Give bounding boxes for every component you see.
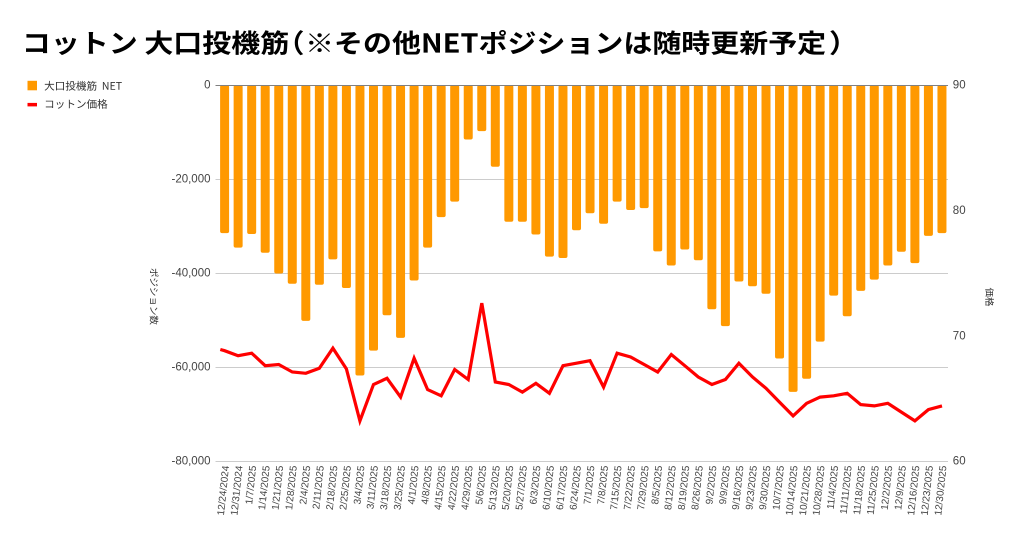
svg-text:-40,000: -40,000 xyxy=(171,268,210,280)
svg-text:12/2/2025: 12/2/2025 xyxy=(880,465,896,511)
svg-text:8/19/2025: 8/19/2025 xyxy=(677,465,693,511)
svg-text:10/7/2025: 10/7/2025 xyxy=(771,465,787,511)
svg-text:90: 90 xyxy=(953,80,966,92)
svg-text:2/4/2025: 2/4/2025 xyxy=(298,465,313,505)
svg-text:5/6/2025: 5/6/2025 xyxy=(474,465,489,505)
svg-text:2/25/2025: 2/25/2025 xyxy=(338,465,354,511)
svg-text:1/21/2025: 1/21/2025 xyxy=(271,465,287,511)
svg-text:8/5/2025: 8/5/2025 xyxy=(650,465,665,505)
svg-text:80: 80 xyxy=(953,205,966,217)
svg-text:2/11/2025: 2/11/2025 xyxy=(311,465,327,510)
svg-text:11/11/2025: 11/11/2025 xyxy=(839,465,855,515)
svg-text:12/23/2025: 12/23/2025 xyxy=(920,465,936,516)
svg-text:4/22/2025: 4/22/2025 xyxy=(447,465,463,511)
svg-text:-60,000: -60,000 xyxy=(171,362,210,374)
svg-text:0: 0 xyxy=(204,80,210,92)
svg-text:8/12/2025: 8/12/2025 xyxy=(663,465,679,511)
svg-text:60: 60 xyxy=(953,456,966,468)
svg-text:10/28/2025: 10/28/2025 xyxy=(811,465,827,516)
svg-text:5/20/2025: 5/20/2025 xyxy=(501,465,517,511)
svg-text:1/28/2025: 1/28/2025 xyxy=(284,465,300,511)
svg-text:6/3/2025: 6/3/2025 xyxy=(528,465,543,505)
svg-text:-80,000: -80,000 xyxy=(171,456,210,468)
svg-text:12/24/2024: 12/24/2024 xyxy=(216,465,232,516)
svg-text:7/1/2025: 7/1/2025 xyxy=(582,465,597,505)
svg-text:8/26/2025: 8/26/2025 xyxy=(690,465,706,511)
svg-text:12/31/2024: 12/31/2024 xyxy=(229,465,245,516)
svg-text:6/24/2025: 6/24/2025 xyxy=(568,465,584,511)
svg-text:7/22/2025: 7/22/2025 xyxy=(622,465,638,511)
svg-text:7/8/2025: 7/8/2025 xyxy=(596,465,611,505)
svg-text:4/15/2025: 4/15/2025 xyxy=(433,465,449,511)
svg-text:2/18/2025: 2/18/2025 xyxy=(325,465,341,511)
svg-text:10/21/2025: 10/21/2025 xyxy=(798,465,814,516)
svg-text:9/2/2025: 9/2/2025 xyxy=(704,465,719,505)
svg-text:9/16/2025: 9/16/2025 xyxy=(731,465,747,511)
svg-text:9/9/2025: 9/9/2025 xyxy=(718,465,733,505)
svg-text:11/4/2025: 11/4/2025 xyxy=(826,465,842,510)
svg-text:11/25/2025: 11/25/2025 xyxy=(866,465,882,516)
svg-text:9/30/2025: 9/30/2025 xyxy=(758,465,774,511)
svg-text:5/27/2025: 5/27/2025 xyxy=(514,465,530,511)
svg-text:4/29/2025: 4/29/2025 xyxy=(460,465,476,511)
svg-text:12/16/2025: 12/16/2025 xyxy=(906,465,922,516)
svg-text:3/25/2025: 3/25/2025 xyxy=(392,465,408,511)
svg-text:6/17/2025: 6/17/2025 xyxy=(555,465,571,511)
svg-text:12/30/2025: 12/30/2025 xyxy=(933,465,949,516)
svg-text:3/11/2025: 3/11/2025 xyxy=(365,465,381,510)
svg-text:1/7/2025: 1/7/2025 xyxy=(244,465,259,505)
svg-text:7/15/2025: 7/15/2025 xyxy=(609,465,625,511)
svg-text:5/13/2025: 5/13/2025 xyxy=(487,465,503,511)
svg-text:4/8/2025: 4/8/2025 xyxy=(420,465,435,505)
svg-text:3/4/2025: 3/4/2025 xyxy=(352,465,367,505)
svg-text:1/14/2025: 1/14/2025 xyxy=(257,465,273,511)
svg-text:11/18/2025: 11/18/2025 xyxy=(852,465,868,516)
svg-text:-20,000: -20,000 xyxy=(171,174,210,186)
svg-text:4/1/2025: 4/1/2025 xyxy=(407,465,422,505)
svg-text:6/10/2025: 6/10/2025 xyxy=(541,465,557,511)
svg-text:10/14/2025: 10/14/2025 xyxy=(784,465,800,516)
svg-text:12/9/2025: 12/9/2025 xyxy=(893,465,909,511)
svg-text:9/23/2025: 9/23/2025 xyxy=(744,465,760,511)
svg-text:70: 70 xyxy=(953,330,966,342)
svg-text:3/18/2025: 3/18/2025 xyxy=(379,465,395,511)
svg-text:7/29/2025: 7/29/2025 xyxy=(636,465,652,511)
